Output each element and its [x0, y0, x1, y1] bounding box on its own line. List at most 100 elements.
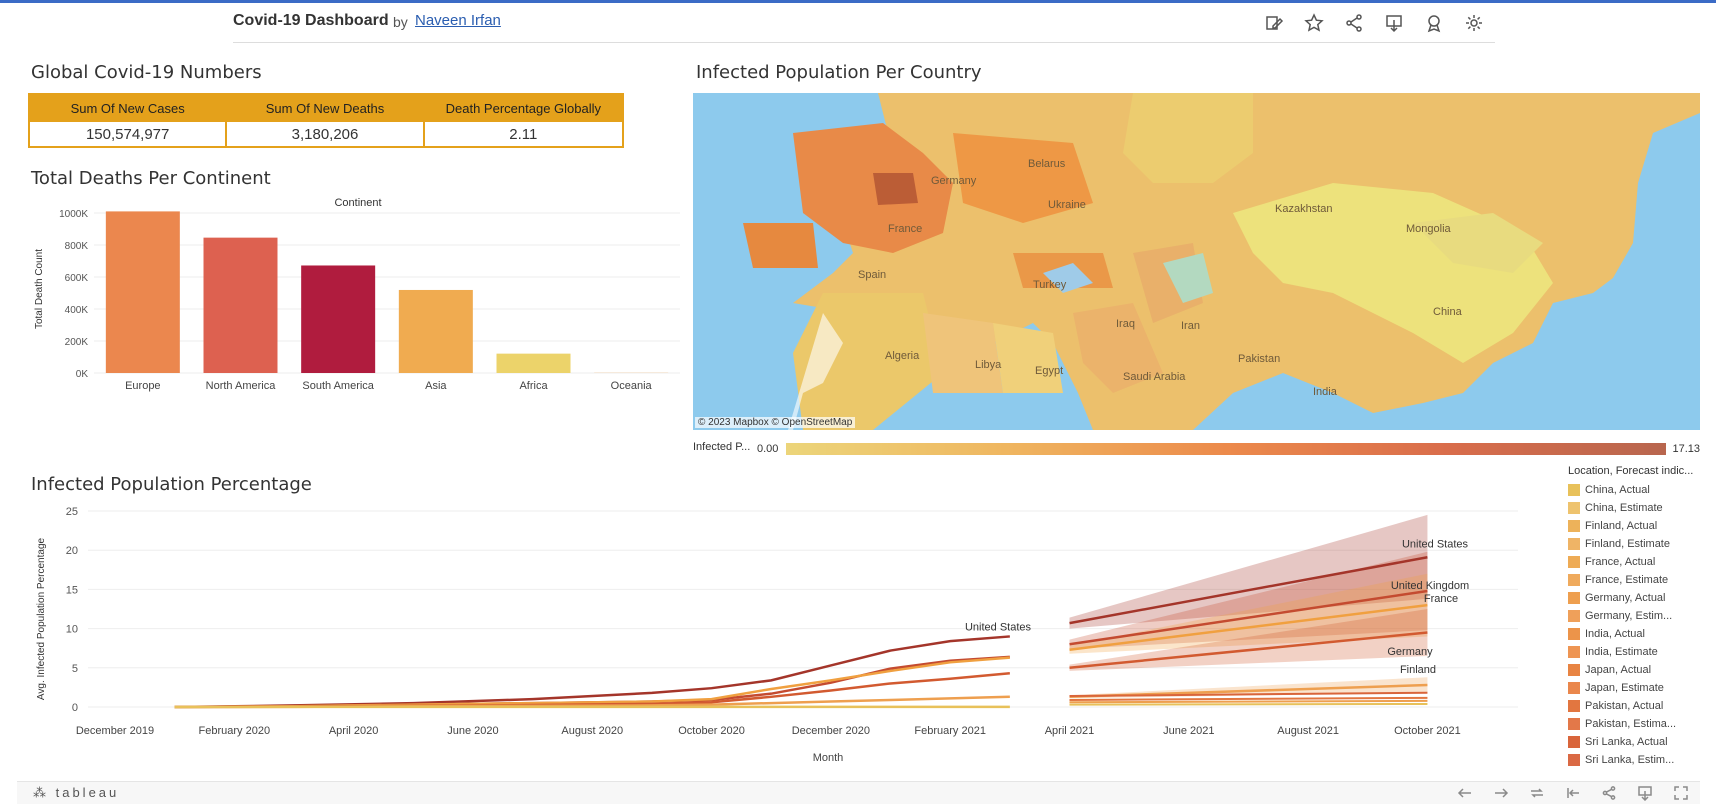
- y-tick-label: 10: [66, 624, 78, 636]
- map-label: Ukraine: [1048, 199, 1086, 211]
- kpi-header: Death Percentage Globally: [424, 95, 622, 122]
- legend-item-label: Pakistan, Estima...: [1585, 718, 1677, 730]
- legend-item[interactable]: Sri Lanka, Estim...: [1568, 751, 1716, 769]
- map-attribution[interactable]: © 2023 Mapbox © OpenStreetMap: [695, 417, 856, 428]
- x-tick-label: Africa: [519, 380, 548, 392]
- infection-line-chart: 0 5 10 15 20 25 Avg. Infected Population Perce…: [36, 506, 1518, 764]
- replay-icon[interactable]: [1528, 784, 1546, 802]
- x-tick-label: October 2020: [678, 725, 745, 737]
- header-toolbar: [1263, 12, 1485, 34]
- x-tick-label: June 2021: [1163, 725, 1214, 737]
- series-label: United States: [1402, 538, 1469, 550]
- x-tick-label: Asia: [425, 380, 447, 392]
- legend-item-label: France, Actual: [1585, 556, 1656, 568]
- x-tick-label: Europe: [125, 380, 160, 392]
- legend-item-label: Germany, Estim...: [1585, 610, 1673, 622]
- legend-gradient: [786, 443, 1666, 455]
- revert-icon[interactable]: [1564, 784, 1582, 802]
- share-icon[interactable]: [1343, 12, 1365, 34]
- x-tick-label: October 2021: [1394, 725, 1461, 737]
- legend-item[interactable]: Pakistan, Estima...: [1568, 715, 1716, 733]
- legend-item[interactable]: India, Actual: [1568, 625, 1716, 643]
- edit-icon[interactable]: [1263, 12, 1285, 34]
- map-label: Pakistan: [1238, 353, 1281, 365]
- legend-swatch: [1568, 754, 1580, 766]
- legend-item[interactable]: Pakistan, Actual: [1568, 697, 1716, 715]
- legend-item[interactable]: Japan, Actual: [1568, 661, 1716, 679]
- forecast-line: [1069, 589, 1428, 646]
- legend-item[interactable]: Sri Lanka, Actual: [1568, 733, 1716, 751]
- infection-map[interactable]: Belarus Germany Ukraine France Kazakhsta…: [693, 93, 1700, 430]
- legend-item[interactable]: India, Estimate: [1568, 643, 1716, 661]
- kpi-header: Sum Of New Cases: [30, 95, 226, 122]
- legend-item-label: Sri Lanka, Actual: [1585, 736, 1668, 748]
- forecast-line: [1069, 631, 1428, 670]
- map-label: Kazakhstan: [1275, 203, 1333, 215]
- y-tick-label: 0: [72, 702, 78, 714]
- legend-item[interactable]: France, Estimate: [1568, 571, 1716, 589]
- fullscreen-icon[interactable]: [1672, 784, 1690, 802]
- legend-item-label: India, Estimate: [1585, 646, 1658, 658]
- legend-item-label: Germany, Actual: [1585, 592, 1666, 604]
- legend-item[interactable]: Japan, Estimate: [1568, 679, 1716, 697]
- legend-item-label: Pakistan, Actual: [1585, 700, 1664, 712]
- tableau-logo[interactable]: ⁂ tableau: [33, 785, 120, 800]
- y-tick-label: 0K: [76, 369, 89, 380]
- line-title: Infected Population Percentage: [31, 474, 312, 495]
- y-tick-label: 5: [72, 663, 78, 675]
- legend-item[interactable]: Germany, Actual: [1568, 589, 1716, 607]
- deaths-bar-chart: Continent 0K 200K 400K 600K 800K 1000K Total De…: [34, 197, 680, 392]
- download-icon[interactable]: [1383, 12, 1405, 34]
- legend-swatch: [1568, 700, 1580, 712]
- author-link[interactable]: Naveen Irfan: [415, 12, 501, 29]
- map-label: Iran: [1181, 320, 1200, 332]
- legend-item[interactable]: France, Actual: [1568, 553, 1716, 571]
- legend-item[interactable]: China, Actual: [1568, 481, 1716, 499]
- legend-item-label: Finland, Actual: [1585, 520, 1658, 532]
- x-tick-label: April 2020: [329, 725, 379, 737]
- legend-item[interactable]: China, Estimate: [1568, 499, 1716, 517]
- y-tick-label: 15: [66, 584, 78, 596]
- x-tick-label: June 2020: [447, 725, 498, 737]
- legend-item[interactable]: Finland, Estimate: [1568, 535, 1716, 553]
- kpi-header: Sum Of New Deaths: [227, 95, 423, 122]
- undo-icon[interactable]: [1456, 784, 1474, 802]
- legend-item[interactable]: Germany, Estim...: [1568, 607, 1716, 625]
- kpi-title: Global Covid-19 Numbers: [31, 62, 262, 83]
- map-label: Libya: [975, 359, 1002, 371]
- map-label: Algeria: [885, 350, 920, 362]
- x-axis-label: Month: [813, 752, 844, 764]
- gear-icon[interactable]: [1463, 12, 1485, 34]
- y-axis-label: Total Death Count: [34, 249, 45, 329]
- map-label: Germany: [931, 175, 977, 187]
- legend-max: 17.13: [1672, 443, 1700, 455]
- share-icon[interactable]: [1600, 784, 1618, 802]
- forecast-line: [1069, 691, 1428, 698]
- redo-icon[interactable]: [1492, 784, 1510, 802]
- forecast-line: [1069, 699, 1428, 704]
- series-label: Finland: [1400, 664, 1436, 676]
- series-label: United Kingdom: [1391, 580, 1469, 592]
- legend-swatch: [1568, 646, 1580, 658]
- x-tick-label: December 2020: [792, 725, 870, 737]
- badge-icon[interactable]: [1423, 12, 1445, 34]
- dashboard-header: Covid-19 Dashboard by Naveen Irfan: [233, 8, 1495, 43]
- kpi-death-percentage: Death Percentage Globally 2.11: [424, 95, 622, 148]
- legend-item-label: China, Estimate: [1585, 502, 1663, 514]
- map-label: China: [1433, 306, 1462, 318]
- kpi-value: 150,574,977: [85, 126, 170, 143]
- x-tick-label: South America: [302, 380, 374, 392]
- bar: [105, 211, 180, 373]
- legend-item-label: Finland, Estimate: [1585, 538, 1670, 550]
- map-label: Mongolia: [1406, 223, 1451, 235]
- legend-item[interactable]: Finland, Actual: [1568, 517, 1716, 535]
- legend-title: Location, Forecast indic...: [1568, 465, 1694, 477]
- legend-swatch: [1568, 610, 1580, 622]
- legend-item-label: India, Actual: [1585, 628, 1645, 640]
- star-icon[interactable]: [1303, 12, 1325, 34]
- legend-swatch: [1568, 592, 1580, 604]
- top-accent-line: [0, 0, 1716, 3]
- download-icon[interactable]: [1636, 784, 1654, 802]
- series-label: France: [1424, 593, 1458, 605]
- y-tick-label: 20: [66, 545, 78, 557]
